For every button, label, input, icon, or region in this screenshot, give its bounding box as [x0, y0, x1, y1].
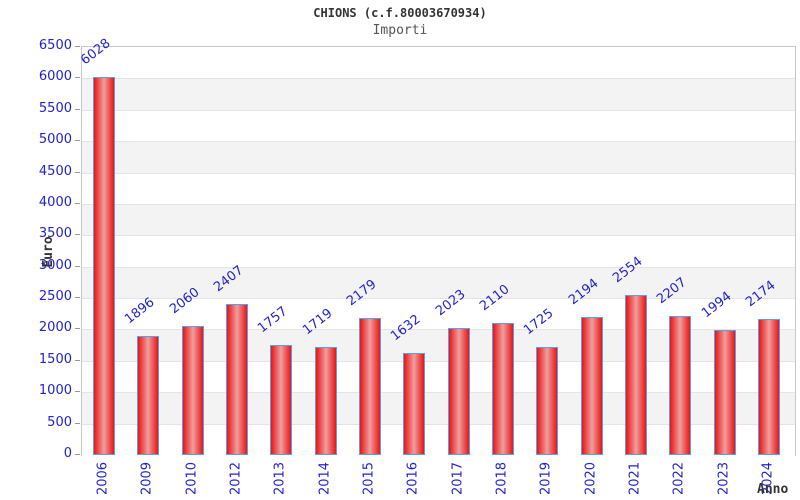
y-tick-label: 3500 [38, 226, 72, 242]
y-tick-mark [75, 108, 80, 110]
y-tick-label: 5500 [38, 100, 72, 116]
bar [181, 325, 204, 455]
grid-band [82, 266, 795, 300]
x-tick-label: 2006 [95, 461, 111, 496]
bar [137, 336, 160, 455]
y-tick-mark [75, 359, 80, 361]
bar [225, 303, 248, 455]
grid-band [82, 203, 795, 237]
x-tick-label: 2019 [538, 461, 554, 496]
bar [491, 322, 514, 455]
x-tick-label: 2023 [716, 461, 732, 496]
x-tick-label: 2016 [405, 461, 421, 496]
bar [580, 317, 603, 455]
grid-band [82, 47, 795, 79]
y-tick-label: 6500 [38, 38, 72, 53]
bar [669, 316, 692, 455]
x-tick-label: 2015 [361, 461, 377, 496]
y-tick-label: 1000 [38, 383, 72, 399]
bar [713, 329, 736, 455]
y-tick-label: 4000 [38, 194, 72, 210]
y-tick-label: 2000 [38, 320, 72, 336]
y-tick-mark [75, 297, 80, 299]
y-tick-mark [75, 234, 80, 236]
grid-band [82, 141, 795, 174]
grid-band [82, 172, 795, 205]
x-axis-title: Anno [757, 482, 789, 497]
y-tick-mark [75, 328, 80, 330]
y-tick-label: 5000 [38, 132, 72, 148]
x-tick-label: 2022 [671, 461, 687, 496]
y-tick-mark [75, 46, 80, 47]
bar [314, 347, 337, 455]
grid-band [82, 109, 795, 143]
y-tick-label: 0 [63, 446, 72, 461]
x-tick-label: 2020 [583, 461, 599, 496]
y-tick-mark [75, 140, 80, 142]
y-tick-label: 4500 [38, 163, 72, 179]
y-axis-title: Euro [41, 236, 56, 268]
bar [403, 352, 426, 455]
y-tick-mark [75, 391, 80, 393]
y-tick-label: 3000 [38, 257, 72, 273]
bar [447, 328, 470, 455]
plot-area: 6028 1896 2060 2407 1757 1719 2179 1632 2023 2110… [78, 36, 796, 456]
y-tick-mark [75, 265, 80, 267]
y-tick-mark [75, 454, 80, 455]
bar [93, 76, 115, 455]
x-tick-label: 2013 [272, 461, 288, 496]
x-tick-label: 2017 [450, 461, 466, 496]
bar [270, 344, 293, 455]
x-tick-label: 2021 [627, 461, 643, 496]
y-tick-label: 1500 [38, 351, 72, 367]
chart-title: CHIONS (c.f.80003670934) [313, 6, 487, 20]
grid-band [82, 235, 795, 268]
x-tick-label: 2012 [228, 461, 244, 496]
y-tick-label: 500 [47, 414, 72, 430]
bar [624, 294, 647, 455]
y-tick-mark [75, 202, 80, 204]
y-tick-label: 6000 [38, 69, 72, 85]
y-tick-label: 2500 [38, 289, 72, 305]
x-tick-label: 2010 [184, 461, 200, 496]
bar [358, 318, 381, 455]
chart-subtitle: Importi [372, 23, 428, 38]
bar [757, 318, 780, 455]
x-tick-label: 2009 [139, 461, 155, 496]
x-tick-label: 2014 [317, 461, 333, 496]
y-tick-mark [75, 77, 80, 79]
x-tick-label: 2018 [494, 461, 510, 496]
y-tick-mark [75, 171, 80, 173]
y-tick-mark [75, 422, 80, 424]
bar [536, 346, 559, 455]
grid-band [82, 78, 795, 111]
